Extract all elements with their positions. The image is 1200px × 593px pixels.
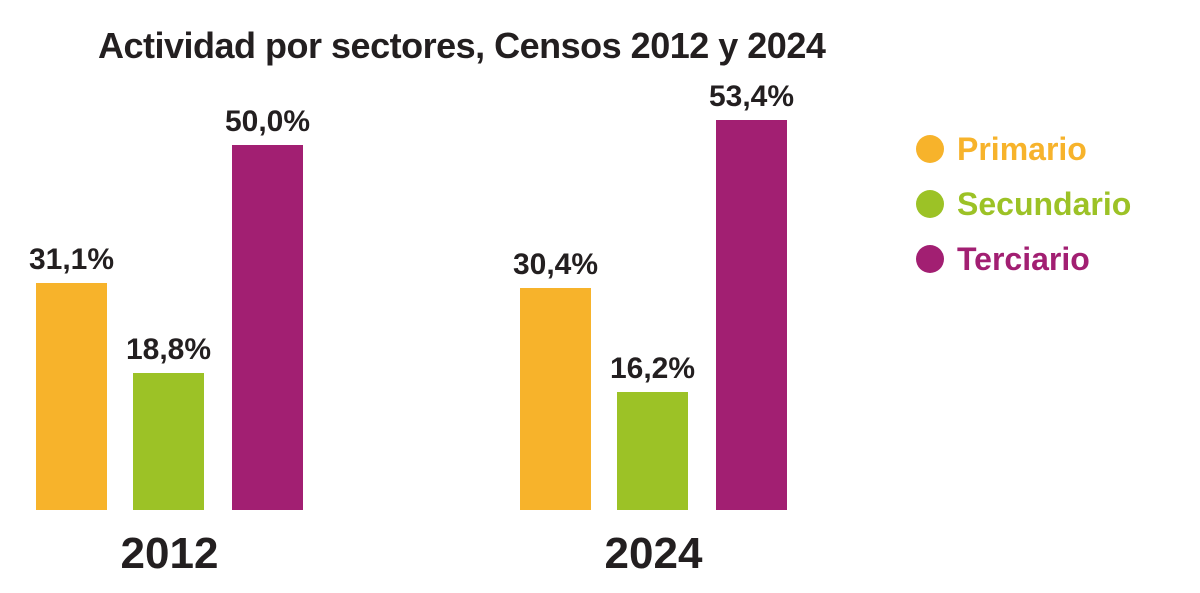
bar-secundario-2012: [133, 373, 204, 510]
bar-slot-primario-2012: 31,1%: [29, 0, 114, 510]
value-label-primario-2012: 31,1%: [28, 242, 115, 276]
bar-terciario-2012: [232, 145, 303, 510]
value-label-primario-2024: 30,4%: [512, 247, 599, 281]
bar-primario-2024: [520, 288, 591, 510]
bar-slot-terciario-2012: 50,0%: [225, 0, 310, 510]
plot-area: 31,1% 18,8% 50,0% 2012 30,4% 16,2%: [29, 0, 794, 575]
circle-marker-icon: [916, 189, 944, 218]
legend-label-primario: Primario: [957, 130, 1087, 167]
legend-label-secundario: Secundario: [957, 185, 1132, 222]
value-label-secundario-2012: 18,8%: [125, 332, 212, 366]
value-label-secundario-2024: 16,2%: [609, 351, 696, 385]
value-label-terciario-2024: 53,4%: [708, 79, 795, 113]
x-axis-label-2012: 2012: [120, 529, 219, 578]
circle-marker-icon: [916, 244, 944, 273]
legend-item-terciario: Terciario: [916, 241, 1131, 276]
circle-marker-icon: [916, 134, 944, 163]
bar-terciario-2024: [716, 120, 787, 510]
bar-primario-2012: [36, 283, 107, 510]
bar-slot-secundario-2024: 16,2%: [610, 0, 695, 510]
x-axis-label-2024: 2024: [604, 529, 703, 578]
chart-title: Actividad por sectores, Censos 2012 y 20…: [98, 25, 826, 66]
bar-group-2012: 31,1% 18,8% 50,0% 2012: [29, 0, 310, 575]
bar-group-2024: 30,4% 16,2% 53,4% 2024: [513, 0, 794, 575]
legend-item-primario: Primario: [916, 131, 1131, 166]
value-label-terciario-2012: 50,0%: [224, 104, 311, 138]
legend-item-secundario: Secundario: [916, 186, 1131, 221]
bar-slot-terciario-2024: 53,4%: [709, 0, 794, 510]
bar-secundario-2024: [617, 392, 688, 510]
bar-slot-primario-2024: 30,4%: [513, 0, 598, 510]
legend: Primario Secundario Terciario: [916, 131, 1131, 296]
legend-label-terciario: Terciario: [957, 240, 1090, 277]
bar-slot-secundario-2012: 18,8%: [126, 0, 211, 510]
